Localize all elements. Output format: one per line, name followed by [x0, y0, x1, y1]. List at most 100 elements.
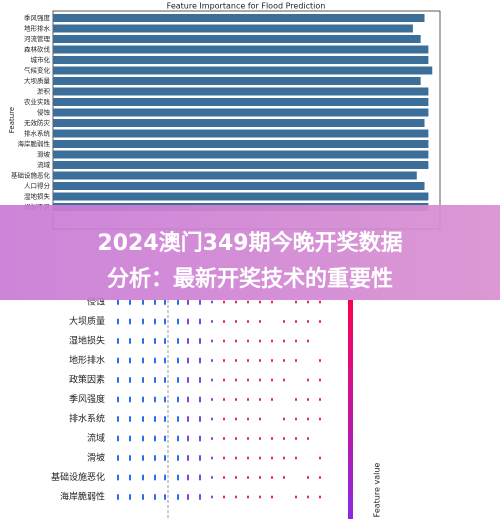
dot [211, 359, 213, 362]
y-tick-label: 河流管理 [24, 34, 51, 43]
dot [283, 437, 285, 440]
dot [223, 456, 225, 460]
dot [307, 339, 309, 343]
dot [117, 494, 119, 500]
dot [295, 339, 297, 343]
dot [271, 339, 273, 343]
feature-label: 流域 [87, 432, 105, 444]
dot [117, 474, 119, 481]
dot [319, 476, 321, 479]
dot [271, 359, 273, 362]
bar [53, 161, 429, 169]
dot [129, 318, 131, 325]
dot [142, 396, 144, 403]
bar [53, 192, 429, 201]
dot [211, 320, 213, 323]
dot [164, 338, 166, 344]
dot [283, 456, 285, 460]
y-tick-label: 农业实践 [24, 97, 51, 106]
dot [142, 318, 144, 325]
dot [177, 299, 179, 305]
colorbar-label: Feature value [373, 463, 382, 518]
dot [319, 398, 321, 401]
bar [53, 98, 429, 106]
dot [199, 338, 201, 344]
dot [319, 456, 321, 460]
dot [129, 455, 131, 461]
bar [53, 77, 421, 85]
dot [177, 474, 179, 481]
dot [117, 299, 119, 305]
dot [164, 299, 166, 305]
dot [154, 435, 156, 442]
dot [177, 357, 179, 364]
y-tick-label: 排水系统 [24, 129, 51, 138]
dot [223, 495, 225, 499]
dot [142, 377, 144, 383]
overlay-title: 2024澳门349期今晚开奖数据 [97, 230, 402, 256]
dot [247, 359, 249, 362]
dot [307, 437, 309, 440]
bar [53, 66, 433, 75]
dot [295, 359, 297, 362]
dot [187, 396, 189, 403]
y-axis-label: Feature [8, 107, 16, 133]
dot [154, 494, 156, 500]
dot [142, 435, 144, 442]
y-tick-label: 季风强度 [24, 13, 51, 22]
dot [117, 338, 119, 344]
dot [154, 474, 156, 481]
dot [247, 437, 249, 440]
dot [319, 300, 321, 304]
dot [129, 338, 131, 344]
dot [259, 456, 261, 460]
dot [247, 320, 249, 323]
y-tick-label: 城市化 [31, 55, 51, 64]
dot [235, 378, 237, 382]
dot [164, 474, 166, 481]
bar [53, 87, 429, 96]
dot [117, 357, 119, 364]
dot [154, 318, 156, 325]
dot [211, 495, 213, 499]
dot [199, 455, 201, 461]
y-tick-label: 气候变化 [24, 66, 51, 75]
dot [271, 495, 273, 499]
dot [142, 416, 144, 422]
dot [223, 437, 225, 440]
dot [199, 318, 201, 325]
dot [199, 435, 201, 442]
dot [319, 417, 321, 421]
bar [53, 108, 429, 117]
dot [235, 476, 237, 479]
dot [211, 378, 213, 382]
dot [211, 437, 213, 440]
dot [199, 299, 201, 305]
dot [177, 377, 179, 383]
dot [283, 320, 285, 323]
dot [129, 416, 131, 422]
dot [271, 476, 273, 479]
bar [53, 129, 429, 138]
dot [271, 300, 273, 304]
bar [53, 182, 425, 190]
dot [117, 416, 119, 422]
dot [223, 320, 225, 323]
dot [187, 494, 189, 500]
dot [259, 378, 261, 382]
bar [53, 171, 417, 180]
dot [283, 476, 285, 479]
dot [283, 378, 285, 382]
dot [154, 357, 156, 364]
dot [283, 417, 285, 421]
dot [223, 339, 225, 343]
dot [129, 396, 131, 403]
bar [53, 119, 425, 127]
dot [187, 474, 189, 481]
summary-plot: 侵蚀大坝质量湿地损失地形排水政策因素季风强度排水系统流域滑坡基础设施恶化海岸脆弱… [51, 296, 321, 503]
dot [223, 398, 225, 401]
y-tick-label: 森林砍伐 [24, 45, 51, 54]
dot [247, 398, 249, 401]
dot [199, 494, 201, 500]
